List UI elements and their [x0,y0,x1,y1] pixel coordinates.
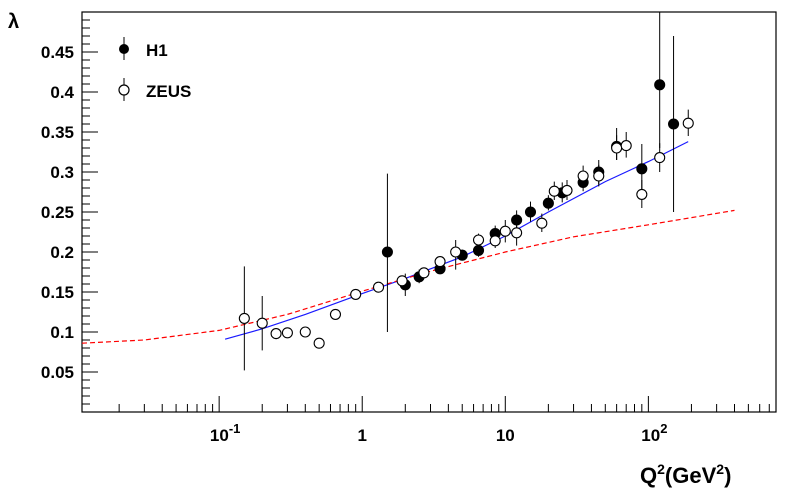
data-point [299,326,311,338]
data-point [511,227,523,239]
y-tick-label: 0.4 [50,83,74,102]
data-point [329,308,342,320]
data-point [548,185,560,197]
data-point [450,246,462,258]
y-tick-label: 0.15 [41,283,74,302]
x-axis-tick-labels: 10-1 1 10 102 [210,421,668,445]
y-axis-tick-labels: 0.05 0.1 0.15 0.2 0.25 0.3 0.35 0.4 0.45 [41,43,75,382]
dashed-model-curve [81,209,735,344]
data-point [489,235,501,247]
y-tick-label: 0.3 [50,163,74,182]
series-zeus [238,109,694,371]
data-point [381,246,393,258]
legend: H1 ZEUS [118,37,191,101]
y-tick-label: 0.25 [41,203,74,222]
legend-zeus-label: ZEUS [146,82,191,101]
y-axis-ticks [82,19,98,405]
data-point [636,163,648,175]
model-curves [81,141,735,344]
data-point [256,317,268,329]
data-point [524,206,537,218]
y-tick-label: 0.45 [41,43,74,62]
data-point [542,197,554,209]
legend-entry-zeus: ZEUS [118,78,191,101]
x-tick-label: 102 [641,421,667,445]
data-point [611,142,623,154]
data-point [682,117,694,129]
legend-zeus-marker [118,84,130,96]
data-point [372,281,385,293]
data-point [434,256,446,268]
data-point [281,327,293,339]
data-point [593,170,605,182]
x-tick-label: 10 [496,426,515,445]
data-point [313,337,325,349]
data-series [238,12,694,371]
data-point [577,170,589,182]
data-point [499,225,511,237]
y-tick-label: 0.35 [41,123,74,142]
data-point [418,267,430,279]
data-point [270,328,282,340]
data-point [654,152,666,164]
data-point [620,140,632,152]
data-point [668,118,680,130]
y-tick-label: 0.1 [50,323,74,342]
x-axis-title: Q2(GeV2) [640,461,731,488]
data-point [396,275,408,287]
x-tick-label: 1 [357,426,366,445]
data-point [654,79,666,91]
x-tick-label: 10-1 [210,421,240,445]
data-point [350,288,362,300]
legend-h1-marker [119,44,129,54]
data-point [472,244,485,256]
data-point [536,217,548,229]
series-h1 [381,12,680,332]
data-point [636,188,648,200]
y-tick-label: 0.2 [50,243,74,262]
plot-frame [81,11,777,413]
data-point [561,184,573,196]
y-tick-label: 0.05 [41,363,74,382]
legend-h1-label: H1 [146,41,168,60]
legend-entry-h1: H1 [119,37,168,60]
data-point [472,234,485,246]
data-point [238,312,250,324]
x-axis-ticks [118,396,770,412]
solid-model-curve [224,141,689,340]
y-axis-title: λ [8,11,19,33]
